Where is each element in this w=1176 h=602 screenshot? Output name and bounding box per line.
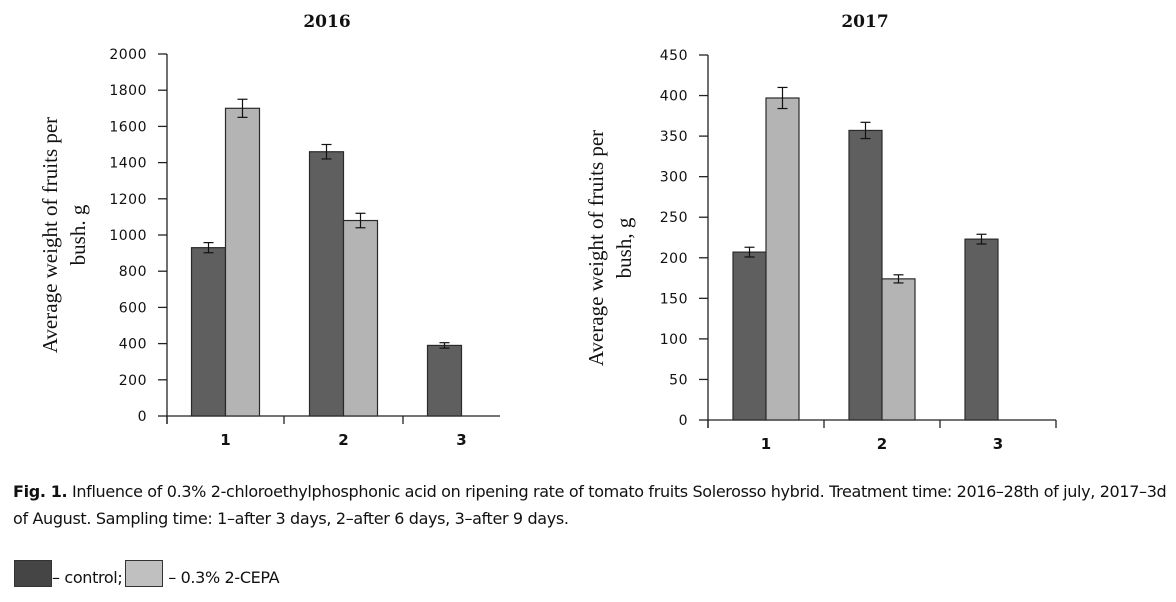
legend: – control; – 0.3% 2-CEPA	[14, 560, 280, 587]
x-tick-label: 2	[877, 435, 887, 453]
y-tick-label: 0	[138, 409, 147, 425]
bar-cepa-2	[342, 219, 379, 417]
y-tick-label: 1000	[109, 228, 147, 244]
caption-text: Influence of 0.3% 2-chloroethylphosphoni…	[13, 482, 1167, 528]
y-tick-label: 1800	[109, 83, 147, 99]
bar-cepa-1	[224, 107, 261, 417]
y-tick-label: 1600	[109, 119, 147, 135]
legend-swatch-cepa	[125, 560, 164, 587]
bar-control-1	[732, 251, 767, 421]
bar-control-3	[964, 238, 999, 421]
y-axis-label-line: bush. g	[66, 204, 90, 265]
bar-control-2	[848, 129, 883, 421]
x-tick-label: 3	[456, 431, 466, 449]
x-tick-label: 1	[220, 431, 230, 449]
legend-swatch-control	[14, 560, 52, 587]
y-tick-label: 400	[119, 337, 147, 353]
chart-title: 2016	[303, 12, 350, 32]
y-tick-label: 400	[660, 89, 688, 105]
chart-title: 2017	[841, 12, 888, 32]
y-axis-label-line: bush, g	[612, 217, 636, 278]
y-tick-label: 450	[660, 48, 688, 64]
y-tick-label: 1400	[109, 156, 147, 172]
y-tick-label: 250	[660, 210, 688, 226]
figure-caption: Fig. 1. Influence of 0.3% 2-chloroethylp…	[13, 478, 1173, 532]
bar-cepa-1	[765, 97, 800, 421]
x-tick-label: 1	[761, 435, 771, 453]
y-tick-label: 800	[119, 264, 147, 280]
y-tick-label: 200	[119, 373, 147, 389]
x-tick-label: 3	[993, 435, 1003, 453]
x-tick-label: 2	[338, 431, 348, 449]
bar-cepa-2	[881, 278, 916, 421]
y-tick-label: 150	[660, 291, 688, 307]
legend-label-cepa: – 0.3% 2-CEPA	[163, 568, 280, 587]
y-axis-label: Average weight of fruits per bush. g	[38, 117, 90, 353]
y-tick-label: 200	[660, 251, 688, 267]
bar-control-2	[308, 151, 345, 417]
y-axis-label-line: Average weight of fruits per	[38, 117, 62, 353]
y-tick-label: 50	[669, 372, 688, 388]
y-tick-label: 100	[660, 332, 688, 348]
y-tick-label: 350	[660, 129, 688, 145]
y-tick-label: 2000	[109, 47, 147, 63]
bar-control-1	[190, 247, 227, 417]
chart-2016: 2016 Average weight of fruits per bush. g 0…	[38, 12, 500, 449]
y-axis-label: Average weight of fruits per bush, g	[584, 130, 636, 366]
y-tick-label: 1200	[109, 192, 147, 208]
legend-label-control: – control;	[52, 568, 123, 587]
y-axis-label-line: Average weight of fruits per	[584, 130, 608, 366]
bar-control-3	[426, 344, 463, 417]
y-tick-label: 600	[119, 300, 147, 316]
chart-2017: 2017 Average weight of fruits per bush, g 0…	[584, 12, 1057, 453]
legend-item-cepa: – 0.3% 2-CEPA	[125, 560, 280, 587]
legend-item-control: – control;	[14, 560, 123, 587]
y-tick-label: 0	[679, 413, 688, 429]
caption-label: Fig. 1.	[13, 482, 68, 501]
y-tick-label: 300	[660, 170, 688, 186]
